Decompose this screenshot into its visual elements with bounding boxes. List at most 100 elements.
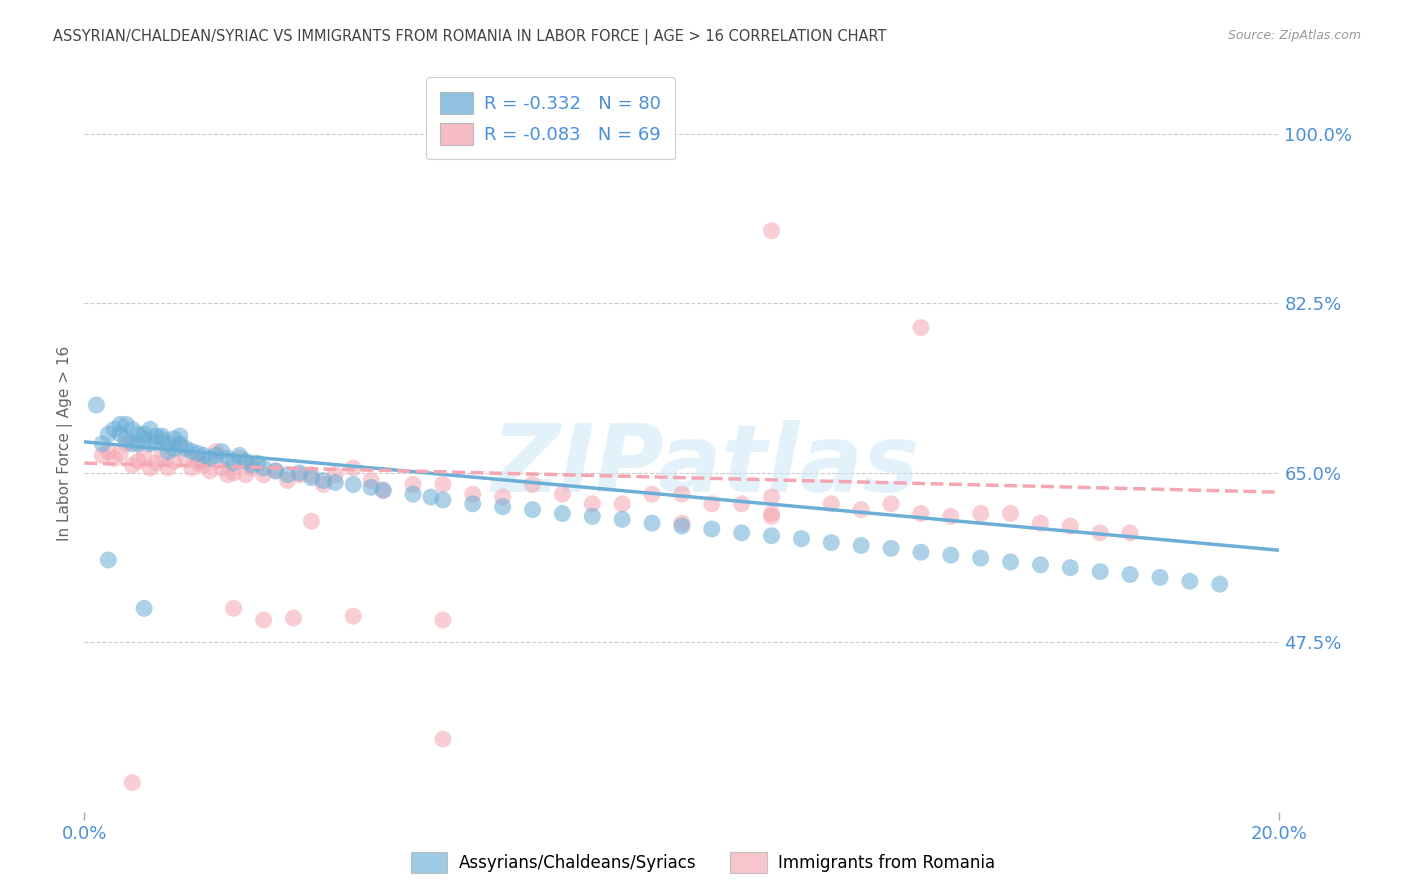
Point: [174, 451, 197, 466]
Point: [581, 509, 603, 524]
Point: [880, 541, 903, 556]
Text: ASSYRIAN/CHALDEAN/SYRIAC VS IMMIGRANTS FROM ROMANIA IN LABOR FORCE | AGE > 16 CO: ASSYRIAN/CHALDEAN/SYRIAC VS IMMIGRANTS F…: [53, 29, 887, 45]
Point: [181, 444, 204, 458]
Point: [150, 429, 173, 443]
Point: [169, 439, 191, 453]
Point: [939, 548, 962, 562]
Point: [420, 490, 443, 504]
Point: [198, 464, 221, 478]
Point: [641, 516, 664, 531]
Point: [163, 454, 186, 468]
Point: [612, 512, 634, 526]
Point: [222, 456, 245, 470]
Point: [253, 461, 276, 475]
Point: [312, 474, 335, 488]
Point: [110, 417, 132, 432]
Point: [193, 449, 215, 463]
Point: [402, 487, 425, 501]
Point: [970, 507, 993, 521]
Point: [115, 436, 138, 450]
Point: [1178, 574, 1201, 589]
Point: [325, 475, 347, 490]
Point: [761, 507, 783, 521]
Point: [193, 458, 215, 472]
Point: [851, 538, 873, 552]
Point: [145, 434, 167, 449]
Point: [820, 497, 842, 511]
Text: ZIPatlas: ZIPatlas: [492, 420, 920, 512]
Point: [150, 449, 173, 463]
Point: [205, 444, 228, 458]
Point: [880, 497, 903, 511]
Point: [139, 436, 162, 450]
Y-axis label: In Labor Force | Age > 16: In Labor Force | Age > 16: [58, 346, 73, 541]
Point: [641, 487, 664, 501]
Point: [103, 451, 125, 466]
Point: [264, 464, 287, 478]
Point: [612, 497, 634, 511]
Point: [163, 442, 186, 456]
Point: [461, 497, 484, 511]
Point: [91, 449, 114, 463]
Point: [761, 509, 783, 524]
Point: [132, 601, 156, 615]
Point: [97, 427, 120, 442]
Point: [671, 487, 693, 501]
Point: [1090, 565, 1112, 579]
Point: [1000, 507, 1022, 521]
Point: [1119, 525, 1142, 540]
Point: [157, 444, 180, 458]
Point: [283, 611, 305, 625]
Point: [432, 492, 454, 507]
Point: [1090, 525, 1112, 540]
Point: [86, 398, 108, 412]
Point: [360, 474, 382, 488]
Point: [1209, 577, 1232, 591]
Point: [174, 442, 197, 456]
Point: [121, 422, 143, 436]
Point: [169, 429, 191, 443]
Point: [145, 456, 167, 470]
Point: [1059, 519, 1081, 533]
Point: [228, 449, 252, 463]
Point: [373, 483, 395, 498]
Point: [235, 467, 257, 482]
Point: [700, 497, 723, 511]
Point: [820, 535, 842, 549]
Point: [731, 525, 754, 540]
Point: [264, 464, 287, 478]
Point: [169, 436, 191, 450]
Legend: R = -0.332   N = 80, R = -0.083   N = 69: R = -0.332 N = 80, R = -0.083 N = 69: [426, 78, 675, 160]
Point: [432, 732, 454, 747]
Point: [121, 436, 143, 450]
Point: [312, 477, 335, 491]
Point: [1059, 560, 1081, 574]
Point: [939, 509, 962, 524]
Point: [1000, 555, 1022, 569]
Point: [150, 432, 173, 446]
Point: [277, 474, 299, 488]
Point: [402, 477, 425, 491]
Point: [163, 432, 186, 446]
Point: [139, 461, 162, 475]
Text: Source: ZipAtlas.com: Source: ZipAtlas.com: [1227, 29, 1361, 42]
Point: [432, 613, 454, 627]
Point: [222, 601, 245, 615]
Point: [253, 467, 276, 482]
Point: [145, 429, 167, 443]
Point: [253, 613, 276, 627]
Point: [522, 502, 544, 516]
Point: [235, 454, 257, 468]
Point: [132, 432, 156, 446]
Point: [522, 477, 544, 491]
Point: [288, 466, 311, 480]
Point: [461, 487, 484, 501]
Point: [132, 449, 156, 463]
Point: [910, 545, 932, 559]
Point: [301, 467, 323, 482]
Point: [761, 490, 783, 504]
Point: [127, 454, 149, 468]
Point: [211, 461, 233, 475]
Point: [492, 490, 515, 504]
Point: [851, 502, 873, 516]
